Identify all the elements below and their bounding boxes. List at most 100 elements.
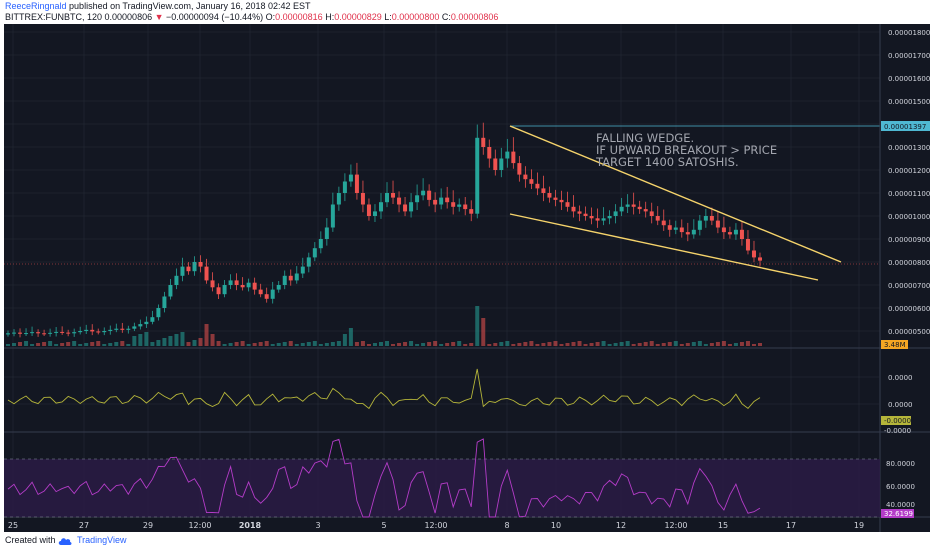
time-axis-label: 8 — [504, 521, 509, 530]
candle-body — [258, 289, 263, 295]
open-value: 0.00000816 — [275, 12, 323, 22]
candle-body — [252, 282, 257, 290]
price-axis-label: 0.00001300 — [888, 144, 930, 152]
volume-bar — [282, 342, 287, 346]
volume-bar — [541, 343, 546, 346]
candle-body — [403, 204, 408, 212]
candle-body — [306, 257, 311, 267]
volume-bar — [637, 343, 642, 346]
change-value: −0.00000094 (−10.44%) — [163, 12, 266, 22]
candle-body — [727, 232, 732, 235]
volume-bar — [469, 343, 474, 346]
volume-bar — [715, 342, 720, 346]
volume-bar — [102, 344, 107, 346]
candle-body — [565, 202, 570, 207]
volume-bar — [54, 344, 59, 346]
chart-area[interactable]: FALLING WEDGE. IF UPWARD BREAKOUT > PRIC… — [4, 24, 930, 532]
candle-body — [715, 220, 720, 228]
candle-body — [42, 333, 47, 335]
price-axis-label: 0.00000700 — [888, 282, 930, 290]
tradingview-cloud-icon[interactable] — [57, 535, 73, 547]
candle-body — [493, 158, 498, 170]
volume-bar — [198, 338, 203, 346]
volume-bar — [90, 342, 95, 346]
volume-bar — [475, 306, 480, 346]
volume-bar — [78, 344, 83, 346]
volume-bar — [703, 344, 708, 346]
down-arrow-icon: ▼ — [154, 12, 164, 22]
volume-bar — [661, 343, 666, 346]
volume-bar — [643, 342, 648, 346]
candle-body — [354, 174, 359, 193]
volume-bar — [108, 343, 113, 346]
candle-body — [679, 227, 684, 233]
volume-bar — [583, 344, 588, 346]
candle-body — [90, 329, 95, 332]
volume-bar — [288, 341, 293, 346]
grid-lines — [4, 24, 880, 517]
volume-bar — [679, 344, 684, 346]
price-axis[interactable]: 0.00001800 0.00001700 0.00001600 0.00001500… — [888, 29, 930, 336]
candle-body — [372, 211, 377, 216]
volume-bar — [463, 344, 468, 346]
candle-body — [348, 174, 353, 182]
time-axis-label: 12:00 — [664, 521, 687, 530]
volume-bar — [433, 341, 438, 346]
time-axis-label: 17 — [786, 521, 796, 530]
volume-bar — [60, 343, 65, 346]
wedge-upper-line[interactable] — [509, 125, 842, 263]
volume-bar — [84, 343, 89, 346]
time-axis-label: 12:00 — [188, 521, 211, 530]
volume-bar — [222, 344, 227, 346]
price-axis-label: 0.00000800 — [888, 259, 930, 267]
time-axis-label: 5 — [381, 521, 386, 530]
candle-body — [415, 195, 420, 203]
tradingview-brand-link[interactable]: TradingView — [77, 535, 127, 545]
candle-body — [78, 331, 83, 333]
volume-bar — [565, 343, 570, 346]
candle-body — [625, 204, 630, 207]
volume-bar — [758, 343, 762, 346]
volume-bar — [559, 344, 564, 346]
annotation-line-3[interactable]: TARGET 1400 SATOSHIS. — [595, 155, 739, 169]
candle-body — [204, 266, 209, 281]
volume-bar — [36, 343, 41, 346]
candle-body — [613, 211, 618, 216]
time-axis[interactable]: 25 27 29 12:00 2018 3 5 12:00 8 10 12 12:00 15 17 19 — [8, 521, 864, 530]
chart-canvas[interactable]: FALLING WEDGE. IF UPWARD BREAKOUT > PRIC… — [4, 24, 930, 532]
candle-body — [535, 183, 540, 189]
volume-label: 3.48M — [884, 341, 906, 349]
candle-body — [228, 280, 233, 285]
volume-bar — [42, 342, 47, 346]
oscillator-line — [7, 368, 761, 410]
candle-body — [499, 158, 504, 170]
candle-body — [607, 216, 612, 219]
candle-body — [733, 229, 738, 235]
volume-bar — [385, 341, 390, 346]
candle-body — [673, 227, 678, 230]
volume-bar — [114, 342, 119, 346]
volume-bar — [330, 342, 335, 346]
candle-body — [168, 285, 173, 297]
author-link[interactable]: ReeceRingnald — [5, 1, 67, 11]
osc-value-pill — [881, 416, 911, 425]
volume-bar — [733, 343, 738, 346]
candle-body — [601, 218, 606, 221]
volume-bar — [96, 341, 101, 346]
volume-bar — [745, 341, 750, 346]
footer: Created with TradingView — [0, 532, 932, 550]
volume-bar — [481, 318, 486, 346]
wedge-lower-line[interactable] — [509, 213, 819, 281]
volume-bar — [228, 343, 233, 346]
time-axis-label: 10 — [551, 521, 561, 530]
volume-bar — [673, 341, 678, 346]
annotation-line-2[interactable]: IF UPWARD BREAKOUT > PRICE — [596, 143, 777, 157]
price-axis-label: 0.00001700 — [888, 52, 930, 60]
volume-bar — [601, 341, 606, 346]
annotation-line-1[interactable]: FALLING WEDGE. — [596, 131, 694, 145]
created-with-label: Created with — [5, 535, 56, 545]
candle-body — [48, 332, 53, 334]
candle-body — [571, 206, 576, 212]
candle-body — [691, 229, 696, 235]
volume-bar — [619, 342, 624, 346]
